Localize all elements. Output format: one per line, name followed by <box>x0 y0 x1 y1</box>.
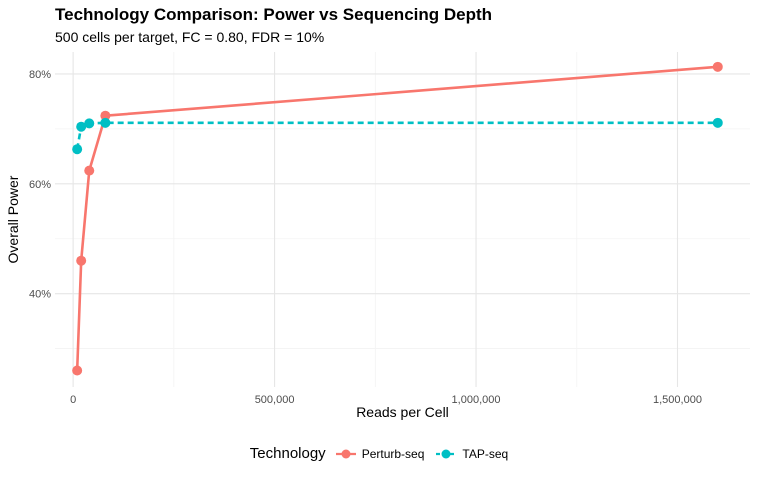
legend-item-tap-seq: TAP-seq <box>434 446 508 462</box>
data-point-tap-seq <box>72 144 83 155</box>
x-tick-label: 1,500,000 <box>653 394 702 406</box>
data-point-perturb-seq <box>84 165 95 176</box>
chart-subtitle: 500 cells per target, FC = 0.80, FDR = 1… <box>55 29 325 45</box>
data-point-tap-seq <box>76 121 87 132</box>
data-point-tap-seq <box>100 117 111 128</box>
x-axis-title: Reads per Cell <box>356 404 449 420</box>
legend-key-perturb-seq <box>335 449 356 458</box>
y-tick-label: 80% <box>29 69 51 81</box>
legend-label-tap-seq: TAP-seq <box>462 446 509 461</box>
x-tick-label: 0 <box>70 394 76 406</box>
legend-key-tap-seq <box>436 449 457 458</box>
data-point-perturb-seq <box>72 365 83 376</box>
data-point-tap-seq <box>84 118 95 129</box>
x-tick-label: 1,000,000 <box>452 394 501 406</box>
x-tick-label: 500,000 <box>255 394 295 406</box>
legend: Technology Perturb-seq TAP-seq <box>0 445 768 462</box>
series-line-tap-seq <box>75 121 718 150</box>
y-tick-label: 40% <box>29 289 51 301</box>
data-point-tap-seq <box>712 117 723 128</box>
y-axis-title: Overall Power <box>5 175 21 263</box>
data-point-perturb-seq <box>100 110 111 121</box>
data-point-perturb-seq <box>712 61 723 72</box>
legend-label-perturb-seq: Perturb-seq <box>361 446 425 461</box>
legend-item-perturb-seq: Perturb-seq <box>334 446 425 462</box>
chart-title: Technology Comparison: Power vs Sequenci… <box>55 5 493 24</box>
y-tick-label: 60% <box>29 179 51 191</box>
data-point-perturb-seq <box>76 255 87 266</box>
series-line-perturb-seq <box>75 65 718 371</box>
legend-title: Technology <box>249 445 326 462</box>
